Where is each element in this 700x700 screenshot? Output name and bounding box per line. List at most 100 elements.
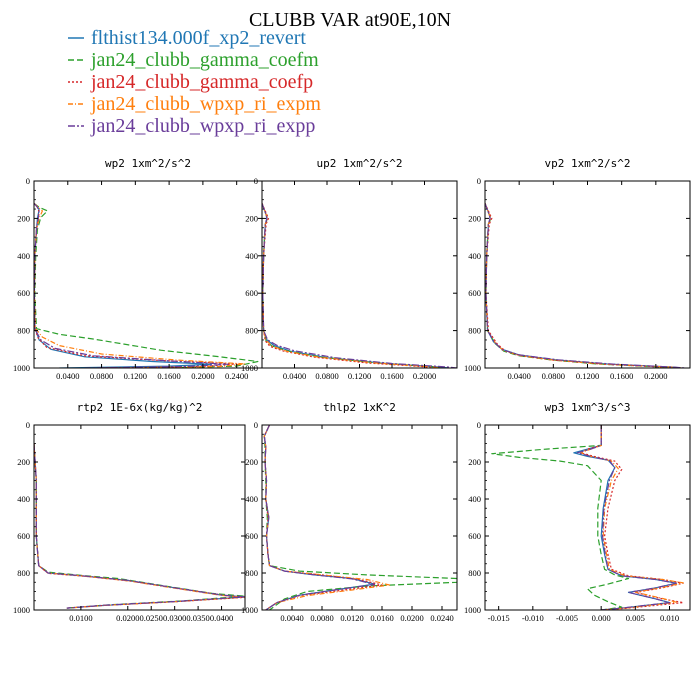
panel-title: thlp2 1xK^2 <box>323 401 396 414</box>
legend-entry: jan24_clubb_gamma_coefp <box>68 71 313 93</box>
x-tick-label: 0.1600 <box>157 371 180 381</box>
legend-label: jan24_clubb_wpxp_ri_expm <box>90 93 321 115</box>
y-tick-label: 1000 <box>13 605 30 615</box>
legend-label: jan24_clubb_wpxp_ri_expp <box>90 115 315 137</box>
plot-frame <box>261 424 458 611</box>
plot-frame <box>484 180 691 369</box>
x-tick-label: 0.0400 <box>507 371 530 381</box>
x-tick-label: 0.0350 <box>186 613 209 623</box>
y-tick-label: 400 <box>245 251 258 261</box>
chart-panel: wp3 1xm^3/s^3 0 200 400 600 800 1000 -0.015 -0.0… <box>464 401 691 623</box>
y-tick-label: 200 <box>17 213 30 223</box>
x-tick-label: 0.0800 <box>542 371 565 381</box>
legend-label: jan24_clubb_gamma_coefm <box>90 49 319 71</box>
x-tick-label: 0.010 <box>660 613 679 623</box>
chart-panel: vp2 1xm^2/s^2 0 200 400 600 800 1000 0.0400 0.08… <box>464 157 691 381</box>
legend-label: jan24_clubb_gamma_coefp <box>90 71 313 93</box>
series-line <box>34 443 245 609</box>
x-tick-label: 0.0120 <box>340 613 363 623</box>
y-tick-label: 800 <box>468 568 481 578</box>
y-tick-label: 800 <box>17 326 30 336</box>
y-tick-label: 600 <box>468 531 481 541</box>
x-tick-label: -0.010 <box>522 613 544 623</box>
x-tick-label: 0.0080 <box>310 613 333 623</box>
series-line <box>262 203 441 368</box>
series-line <box>34 202 212 368</box>
x-tick-label: 0.0240 <box>430 613 453 623</box>
series-line <box>573 425 677 610</box>
series-group <box>34 202 259 368</box>
panel-title: rtp2 1E-6x(kg/kg)^2 <box>77 401 203 414</box>
x-tick-label: 0.1600 <box>380 371 403 381</box>
x-tick-label: -0.015 <box>488 613 510 623</box>
x-tick-label: 0.005 <box>626 613 645 623</box>
y-tick-label: 400 <box>468 494 481 504</box>
y-tick-label: 600 <box>17 531 30 541</box>
y-tick-label: 400 <box>17 251 30 261</box>
panel-title: wp2 1xm^2/s^2 <box>105 157 191 170</box>
y-tick-label: 800 <box>245 568 258 578</box>
panel-title: vp2 1xm^2/s^2 <box>544 157 630 170</box>
series-line <box>262 203 433 368</box>
x-tick-label: 0.2000 <box>191 371 214 381</box>
series-group <box>491 425 684 610</box>
series-line <box>491 425 630 610</box>
chart-panel: rtp2 1E-6x(kg/kg)^2 0 200 400 600 800 1000 0.01… <box>13 401 246 623</box>
series-group <box>263 425 457 610</box>
series-group <box>262 203 457 368</box>
x-tick-label: 0.0800 <box>90 371 113 381</box>
x-tick-label: 0.2000 <box>644 371 667 381</box>
y-tick-label: 200 <box>245 213 258 223</box>
series-line <box>34 443 245 609</box>
y-tick-label: 600 <box>245 531 258 541</box>
series-line <box>34 202 259 368</box>
x-tick-label: -0.005 <box>556 613 578 623</box>
legend-entry: jan24_clubb_wpxp_ri_expp <box>68 115 315 137</box>
y-tick-label: 600 <box>245 288 258 298</box>
y-tick-label: 800 <box>245 326 258 336</box>
y-tick-label: 800 <box>17 568 30 578</box>
y-tick-label: 600 <box>468 288 481 298</box>
chart-panel: wp2 1xm^2/s^2 0 200 400 600 800 1000 0.0400 0.08… <box>13 157 263 381</box>
panel-title: up2 1xm^2/s^2 <box>316 157 402 170</box>
series-line <box>34 443 245 609</box>
series-line <box>485 203 673 368</box>
y-tick-label: 800 <box>468 326 481 336</box>
series-line <box>576 425 677 610</box>
y-tick-label: 0 <box>26 420 30 430</box>
x-tick-label: 0.0250 <box>140 613 163 623</box>
plot-frame <box>33 180 263 369</box>
legend-label: flthist134.000f_xp2_revert <box>91 27 306 49</box>
x-tick-label: 0.0200 <box>116 613 139 623</box>
y-tick-label: 400 <box>17 494 30 504</box>
x-tick-label: 0.0400 <box>283 371 306 381</box>
y-tick-label: 0 <box>477 420 481 430</box>
legend-entry: jan24_clubb_gamma_coefm <box>68 49 319 71</box>
x-tick-label: 0.1200 <box>576 371 599 381</box>
panel-title: wp3 1xm^3/s^3 <box>544 401 630 414</box>
x-tick-label: 0.1200 <box>348 371 371 381</box>
series-group <box>485 203 686 368</box>
x-tick-label: 0.0040 <box>280 613 303 623</box>
x-tick-label: 0.2000 <box>413 371 436 381</box>
x-tick-label: 0.1200 <box>124 371 147 381</box>
series-line <box>34 443 245 609</box>
series-line <box>485 203 673 368</box>
x-tick-label: 0.0100 <box>69 613 92 623</box>
figure-title: CLUBB VAR at90E,10N <box>249 9 451 31</box>
panels: wp2 1xm^2/s^2 0 200 400 600 800 1000 0.0400 0.08… <box>13 157 691 623</box>
y-tick-label: 200 <box>17 457 30 467</box>
plot-frame <box>261 180 458 369</box>
y-tick-label: 1000 <box>464 605 481 615</box>
y-tick-label: 0 <box>254 420 258 430</box>
y-tick-label: 400 <box>245 494 258 504</box>
y-tick-label: 200 <box>468 457 481 467</box>
y-tick-label: 400 <box>468 251 481 261</box>
legend-entry: jan24_clubb_wpxp_ri_expm <box>68 93 321 115</box>
y-tick-label: 0 <box>477 176 481 186</box>
y-tick-label: 1000 <box>241 363 258 373</box>
legend-entry: flthist134.000f_xp2_revert <box>68 27 306 49</box>
series-line <box>485 203 682 368</box>
series-line <box>34 202 238 368</box>
